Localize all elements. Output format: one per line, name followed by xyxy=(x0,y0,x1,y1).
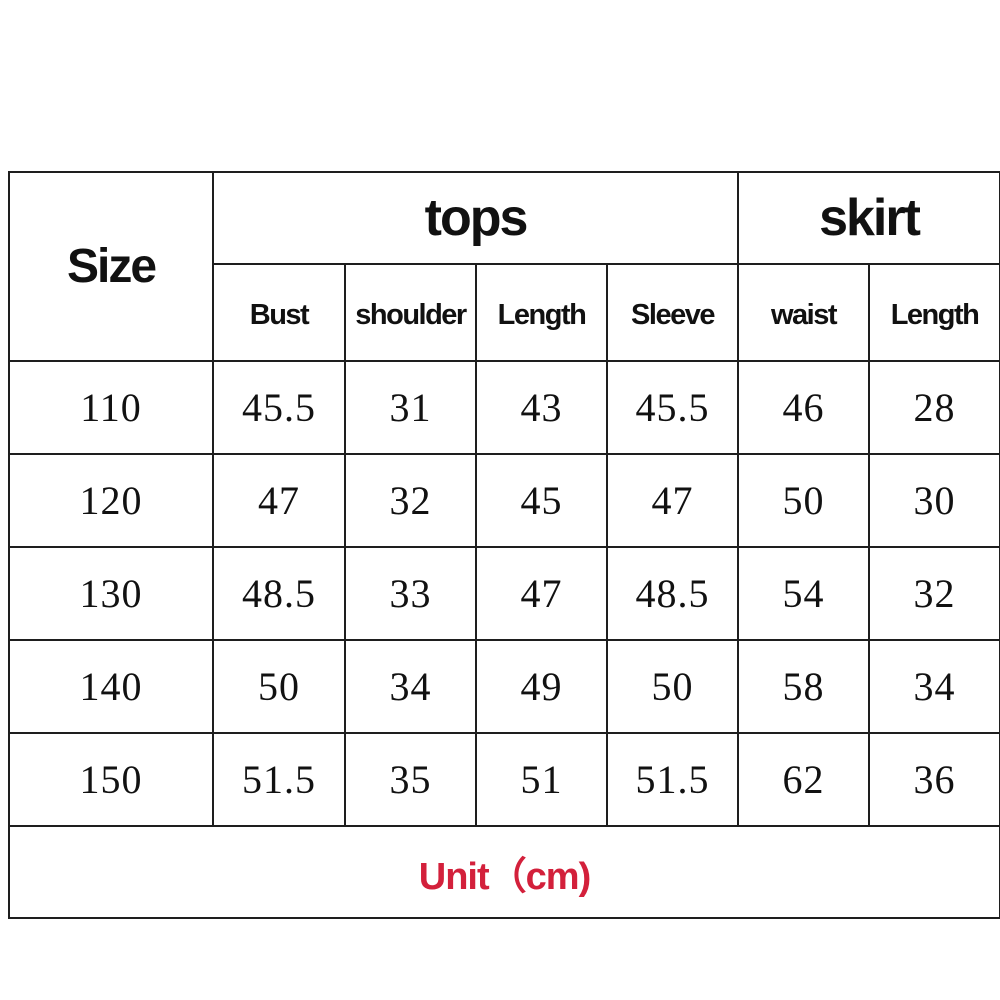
measurement-cell: 58 xyxy=(737,639,871,734)
measurement-cell: 46 xyxy=(737,360,871,455)
column-header-shoulder: shoulder xyxy=(344,263,477,362)
skirt-group-header: skirt xyxy=(737,171,1000,265)
size-cell: 150 xyxy=(8,732,214,827)
measurement-cell: 47 xyxy=(212,453,346,548)
size-chart-table: Size tops skirt Bust shoulder Length Sle… xyxy=(7,171,1000,919)
size-cell: 130 xyxy=(8,546,214,641)
measurement-cell: 48.5 xyxy=(605,546,740,641)
measurement-cell: 51.5 xyxy=(605,732,740,827)
measurement-cell: 47 xyxy=(605,453,740,548)
measurement-cell: 32 xyxy=(868,546,1000,641)
size-cell: 140 xyxy=(8,639,214,734)
measurement-cell: 51.5 xyxy=(212,732,346,827)
measurement-cell: 47 xyxy=(475,546,608,641)
column-header-skirt-length: Length xyxy=(868,263,1000,362)
measurement-cell: 28 xyxy=(868,360,1000,455)
table-row: 110 45.5 31 43 45.5 46 28 xyxy=(8,360,1000,455)
size-header: Size xyxy=(8,171,214,362)
measurement-cell: 48.5 xyxy=(212,546,346,641)
measurement-cell: 51 xyxy=(475,732,608,827)
measurement-cell: 31 xyxy=(344,360,477,455)
size-cell: 120 xyxy=(8,453,214,548)
table-row: 140 50 34 49 50 58 34 xyxy=(8,639,1000,734)
measurement-cell: 35 xyxy=(344,732,477,827)
measurement-cell: 50 xyxy=(605,639,740,734)
measurement-cell: 32 xyxy=(344,453,477,548)
unit-row: Unit（cm) xyxy=(7,825,1000,919)
measurement-cell: 36 xyxy=(868,732,1000,827)
measurement-cell: 54 xyxy=(737,546,871,641)
measurement-cell: 43 xyxy=(475,360,608,455)
table-row: 130 48.5 33 47 48.5 54 32 xyxy=(8,546,1000,641)
table-row: 120 47 32 45 47 50 30 xyxy=(8,453,1000,548)
table-row: 150 51.5 35 51 51.5 62 36 xyxy=(8,732,1000,827)
measurement-cell: 62 xyxy=(737,732,871,827)
unit-label: Unit（cm) xyxy=(7,825,1000,919)
measurement-cell: 50 xyxy=(737,453,871,548)
measurement-cell: 45 xyxy=(475,453,608,548)
header-row-columns: Bust shoulder Length Sleeve waist Length xyxy=(9,263,1000,362)
measurement-cell: 45.5 xyxy=(212,360,346,455)
tops-group-header: tops xyxy=(211,171,740,265)
measurement-cell: 34 xyxy=(868,639,1000,734)
measurement-cell: 33 xyxy=(344,546,477,641)
column-header-bust: Bust xyxy=(212,263,346,362)
measurement-cell: 45.5 xyxy=(605,360,740,455)
measurement-cell: 49 xyxy=(475,639,608,734)
header-row-groups: Size tops skirt xyxy=(8,171,1000,362)
column-header-length: Length xyxy=(475,263,608,362)
measurement-cell: 34 xyxy=(344,639,477,734)
measurement-cell: 30 xyxy=(868,453,1000,548)
column-header-sleeve: Sleeve xyxy=(605,263,740,362)
column-header-waist: waist xyxy=(737,263,871,362)
size-cell: 110 xyxy=(8,360,214,455)
measurement-cell: 50 xyxy=(212,639,346,734)
